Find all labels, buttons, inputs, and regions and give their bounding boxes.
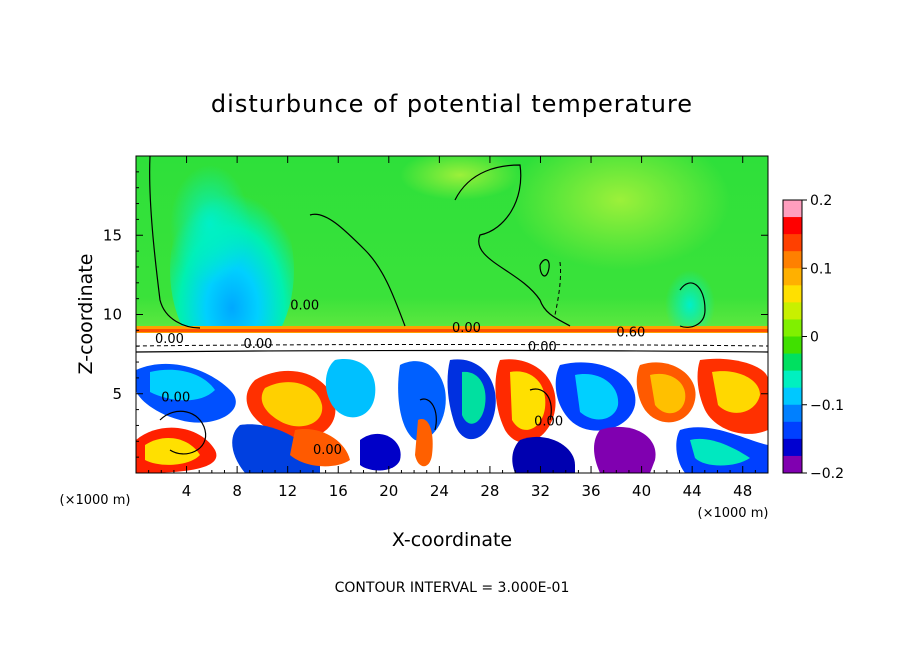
turbulent-blobs xyxy=(136,358,768,473)
x-tick-label: 36 xyxy=(581,482,600,500)
colorbar-tick-label: 0 xyxy=(810,330,819,346)
y-axis: 5 10 15 xyxy=(103,171,768,458)
cyan-region xyxy=(665,270,715,340)
light-green-region xyxy=(510,156,730,270)
x-tick-label: 20 xyxy=(379,482,398,500)
x-tick-label: 32 xyxy=(531,482,550,500)
x-tick-label: 44 xyxy=(683,482,702,500)
colorbar-segment xyxy=(783,438,802,457)
colorbar-segment xyxy=(783,421,802,440)
colorbar-segment xyxy=(783,404,802,423)
colorbar-segment xyxy=(783,370,802,389)
x-tick-label: 4 xyxy=(182,482,192,500)
interface-gap xyxy=(136,333,768,353)
plot-area xyxy=(136,156,768,473)
y-tick-label: 10 xyxy=(103,306,122,324)
colorbar-segment xyxy=(783,455,802,474)
colorbar-segment xyxy=(783,268,802,286)
interface-band xyxy=(136,329,768,332)
contour-label: 0.00 xyxy=(528,340,557,355)
contour-label: 0.00 xyxy=(243,337,272,352)
x-tick-label: 40 xyxy=(632,482,651,500)
colorbar xyxy=(782,199,803,474)
colorbar-segment xyxy=(783,251,802,269)
contour-dashed xyxy=(136,261,768,347)
colorbar-segment xyxy=(783,302,802,320)
contour-label: 0.60 xyxy=(616,326,645,341)
x-tick-label: 28 xyxy=(480,482,499,500)
colorbar-tick-label: 0.1 xyxy=(810,261,832,277)
contour-label: 0.00 xyxy=(155,332,184,347)
colorbar-segment xyxy=(783,387,802,406)
chart-title: disturbunce of potential temperature xyxy=(211,90,693,118)
colorbar-segment xyxy=(783,353,802,372)
cyan-region xyxy=(170,165,250,285)
colorbar-segment xyxy=(783,217,802,235)
colorbar-segment xyxy=(783,200,802,218)
colorbar-tick-label: 0.2 xyxy=(810,193,832,209)
x-tick-label: 24 xyxy=(430,482,449,500)
colorbar-tick-label: −0.2 xyxy=(810,466,844,482)
contour-label: 0.00 xyxy=(313,443,342,458)
colorbar-tick-label: −0.1 xyxy=(810,398,844,414)
x-tick-label: 16 xyxy=(329,482,348,500)
light-green-region xyxy=(400,156,520,200)
colorbar-segment xyxy=(783,319,802,337)
y-tick-label: 15 xyxy=(103,226,122,244)
contour-lines xyxy=(136,156,768,455)
contour-label: 0.00 xyxy=(290,299,319,314)
contour-label: 0.00 xyxy=(161,391,190,406)
contour-interval-note: CONTOUR INTERVAL = 3.000E-01 xyxy=(335,580,570,596)
y-axis-title: Z-coordinate xyxy=(75,254,97,375)
colorbar-ticks: 0.2 0.1 0 −0.1 −0.2 xyxy=(802,193,844,482)
x-tick-label: 12 xyxy=(278,482,297,500)
x-axis: 4 8 12 16 20 24 28 32 36 40 44 48 xyxy=(148,156,756,500)
contour-label-layer: 0.00 0.00 0.00 0.00 0.00 0.60 0.00 0.00 0.00 xyxy=(155,299,645,458)
y-unit-label: (×1000 m) xyxy=(60,493,131,508)
colorbar-segment xyxy=(783,285,802,303)
y-tick-label: 5 xyxy=(112,385,122,403)
x-unit-label: (×1000 m) xyxy=(698,506,769,521)
x-axis-title: X-coordinate xyxy=(392,529,512,551)
x-tick-label: 8 xyxy=(232,482,242,500)
x-tick-label: 48 xyxy=(733,482,752,500)
colorbar-segment xyxy=(783,336,802,355)
contour-label: 0.00 xyxy=(452,321,481,336)
contour-label: 0.00 xyxy=(534,414,563,429)
colorbar-segment xyxy=(783,234,802,252)
